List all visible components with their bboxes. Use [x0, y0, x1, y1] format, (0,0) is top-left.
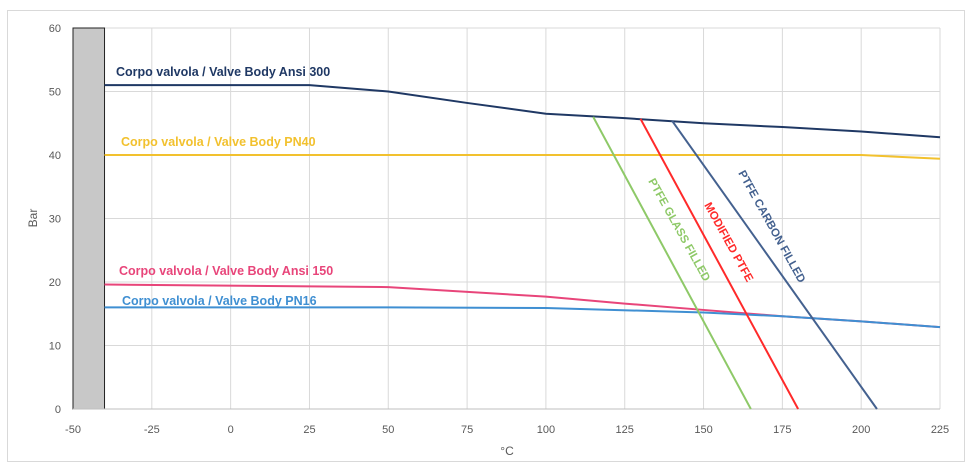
x-tick-label: 125	[616, 424, 634, 436]
x-tick-label: 100	[537, 424, 555, 436]
tick-labels: -50 -25 0 25 50 75 100 125 150 175 200 225 0 10 20 30 40…	[49, 23, 949, 436]
x-tick-label: 75	[461, 424, 473, 436]
series-line-corpo-valvola-valve-body-pn16	[104, 306, 941, 329]
label-ansi150: Corpo valvola / Valve Body Ansi 150	[119, 264, 333, 278]
x-tick-label: 50	[382, 424, 394, 436]
label-ansi300: Corpo valvola / Valve Body Ansi 300	[116, 65, 330, 79]
x-tick-label: 225	[931, 424, 949, 436]
series-line-corpo-valvola-valve-body-ansi-300	[104, 84, 941, 139]
y-tick-label: 60	[49, 23, 61, 35]
y-tick-label: 40	[49, 150, 61, 162]
x-tick-label: 0	[228, 424, 234, 436]
series-line-modified-ptfe	[639, 118, 800, 410]
y-tick-label: 30	[49, 214, 61, 226]
label-pn16: Corpo valvola / Valve Body PN16	[122, 294, 317, 308]
x-tick-label: 175	[773, 424, 791, 436]
y-axis-title: Bar	[26, 209, 40, 228]
series-lines	[104, 84, 941, 410]
y-tick-label: 20	[49, 277, 61, 289]
x-tick-label: -25	[144, 424, 160, 436]
x-tick-label: 25	[303, 424, 315, 436]
y-tick-label: 0	[55, 404, 61, 416]
series-line-corpo-valvola-valve-body-pn40	[104, 154, 941, 160]
y-tick-label: 50	[49, 87, 61, 99]
y-tick-label: 10	[49, 341, 61, 353]
series-line-ptfe-glass-filled	[592, 116, 752, 410]
label-pn40: Corpo valvola / Valve Body PN40	[121, 135, 316, 149]
x-tick-label: -50	[65, 424, 81, 436]
series-line-ptfe-carbon-filled	[671, 120, 878, 410]
x-axis-title: °C	[500, 444, 514, 458]
x-tick-label: 150	[694, 424, 712, 436]
cold-region-band	[72, 27, 106, 410]
x-tick-label: 200	[852, 424, 870, 436]
